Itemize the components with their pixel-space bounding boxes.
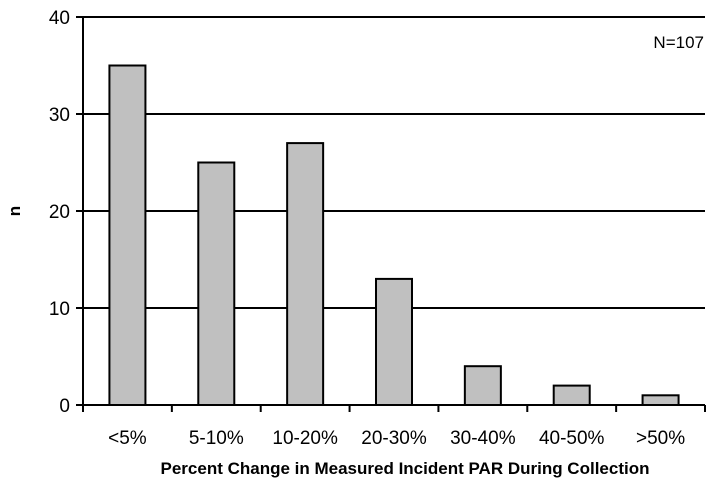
x-tick-label: 30-40% [450,428,516,449]
x-tick-label: <5% [108,428,147,449]
bar [375,277,413,406]
y-tick-label: 30 [49,105,70,126]
x-tick-label: 5-10% [189,428,244,449]
bar [108,64,147,406]
x-tick-label: 20-30% [361,428,427,449]
gridlines [83,16,705,309]
sample-size-annotation: N=107 [653,33,704,52]
y-axis-title: n [5,206,24,216]
y-tick-label: 10 [49,299,70,320]
y-tick-label: 40 [49,8,70,29]
bar [552,384,591,407]
x-tick-label: 10-20% [272,428,338,449]
y-tick-labels: 0 10 20 30 40 [49,8,70,417]
x-tick-label: >50% [636,428,685,449]
axes [76,16,706,412]
bar [463,365,502,407]
bar [641,394,680,406]
bars [108,64,680,407]
x-axis-title: Percent Change in Measured Incident PAR … [161,459,650,478]
y-tick-label: 20 [49,202,70,223]
x-tick-labels: <5% 5-10% 10-20% 20-30% 30-40% 40-50% >50% [108,428,685,449]
bar [197,161,236,406]
x-tick-label: 40-50% [539,428,605,449]
bar [286,142,325,406]
y-tick-label: 0 [59,396,70,417]
